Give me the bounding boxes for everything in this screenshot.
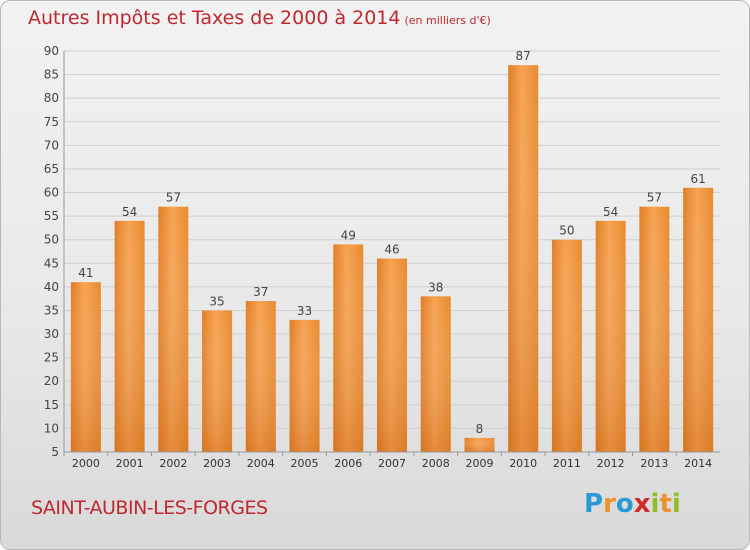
bar-shade xyxy=(202,310,233,452)
data-label: 50 xyxy=(559,224,574,238)
data-label: 35 xyxy=(209,294,224,308)
data-label: 38 xyxy=(428,280,443,294)
y-tick-label: 55 xyxy=(44,209,59,223)
bar-shade xyxy=(245,301,276,452)
bar-shade xyxy=(289,319,320,452)
bar-shade xyxy=(595,220,626,452)
y-tick-label: 75 xyxy=(44,115,59,129)
bar-shade xyxy=(683,187,714,452)
x-tick-label: 2003 xyxy=(203,457,231,470)
data-label: 8 xyxy=(476,422,484,436)
bar-shade xyxy=(508,65,539,452)
y-tick-label: 60 xyxy=(44,186,59,200)
logo-letter: P xyxy=(584,489,604,519)
city-name: SAINT-AUBIN-LES-FORGES xyxy=(31,497,268,519)
y-tick-label: 70 xyxy=(44,138,59,152)
logo-letter: i xyxy=(671,489,681,519)
logo-letter: i xyxy=(650,489,660,519)
y-tick-label: 50 xyxy=(44,233,59,247)
x-tick-label: 2013 xyxy=(640,457,668,470)
data-label: 57 xyxy=(166,191,181,205)
x-tick-label: 2004 xyxy=(247,457,275,470)
data-label: 49 xyxy=(341,228,356,242)
y-tick-label: 10 xyxy=(44,421,59,435)
bar-shade xyxy=(158,206,189,452)
data-label: 57 xyxy=(647,191,662,205)
x-tick-label: 2005 xyxy=(291,457,319,470)
bar-shade xyxy=(639,206,670,452)
y-tick-label: 20 xyxy=(44,374,59,388)
data-label: 37 xyxy=(253,285,268,299)
data-label: 41 xyxy=(78,266,93,280)
y-tick-label: 90 xyxy=(44,44,59,58)
chart-title: Autres Impôts et Taxes de 2000 à 2014 (en… xyxy=(28,7,491,29)
y-tick-label: 25 xyxy=(44,351,59,365)
y-tick-label: 15 xyxy=(44,398,59,412)
bar-shade xyxy=(70,282,101,452)
data-label: 54 xyxy=(603,205,618,219)
logo-letter: r xyxy=(603,489,616,519)
x-tick-label: 2008 xyxy=(422,457,450,470)
x-tick-label: 2010 xyxy=(509,457,537,470)
y-tick-label: 85 xyxy=(44,68,59,82)
y-tick-label: 65 xyxy=(44,162,59,176)
bar-shade xyxy=(551,239,582,452)
bar-shade xyxy=(377,258,407,452)
logo-letter: t xyxy=(659,489,672,519)
x-tick-label: 2011 xyxy=(553,457,581,470)
bar-shade xyxy=(420,296,451,452)
x-tick-label: 2009 xyxy=(465,457,493,470)
x-tick-label: 2001 xyxy=(116,457,144,470)
x-tick-label: 2014 xyxy=(684,457,712,470)
title-text: Autres Impôts et Taxes de 2000 à 2014 xyxy=(28,7,401,29)
bar-shade xyxy=(114,220,145,452)
y-tick-label: 80 xyxy=(44,91,59,105)
x-tick-label: 2012 xyxy=(597,457,625,470)
data-label: 61 xyxy=(690,172,705,186)
x-tick-label: 2007 xyxy=(378,457,406,470)
data-label: 87 xyxy=(516,49,531,63)
data-label: 54 xyxy=(122,205,137,219)
bar-shade xyxy=(464,437,495,452)
logo-letter: o xyxy=(615,489,634,519)
bar-shade xyxy=(333,244,364,452)
x-tick-label: 2006 xyxy=(334,457,362,470)
x-tick-label: 2000 xyxy=(72,457,100,470)
data-label: 33 xyxy=(297,304,312,318)
x-tick-label: 2002 xyxy=(159,457,187,470)
data-label: 46 xyxy=(384,243,399,257)
logo-letter: x xyxy=(633,489,651,519)
y-tick-label: 5 xyxy=(51,445,59,459)
bar-chart: 41 54 57 35 37 33 49 46 38 8 87 50 54 57 61 5 10 15 20 25 3… xyxy=(44,44,720,470)
proxiti-logo: Proxiti xyxy=(584,489,681,519)
y-tick-label: 45 xyxy=(44,256,59,270)
y-tick-label: 30 xyxy=(44,327,59,341)
y-tick-label: 35 xyxy=(44,303,59,317)
title-unit: (en milliers d'€) xyxy=(404,14,491,27)
y-tick-label: 40 xyxy=(44,280,59,294)
